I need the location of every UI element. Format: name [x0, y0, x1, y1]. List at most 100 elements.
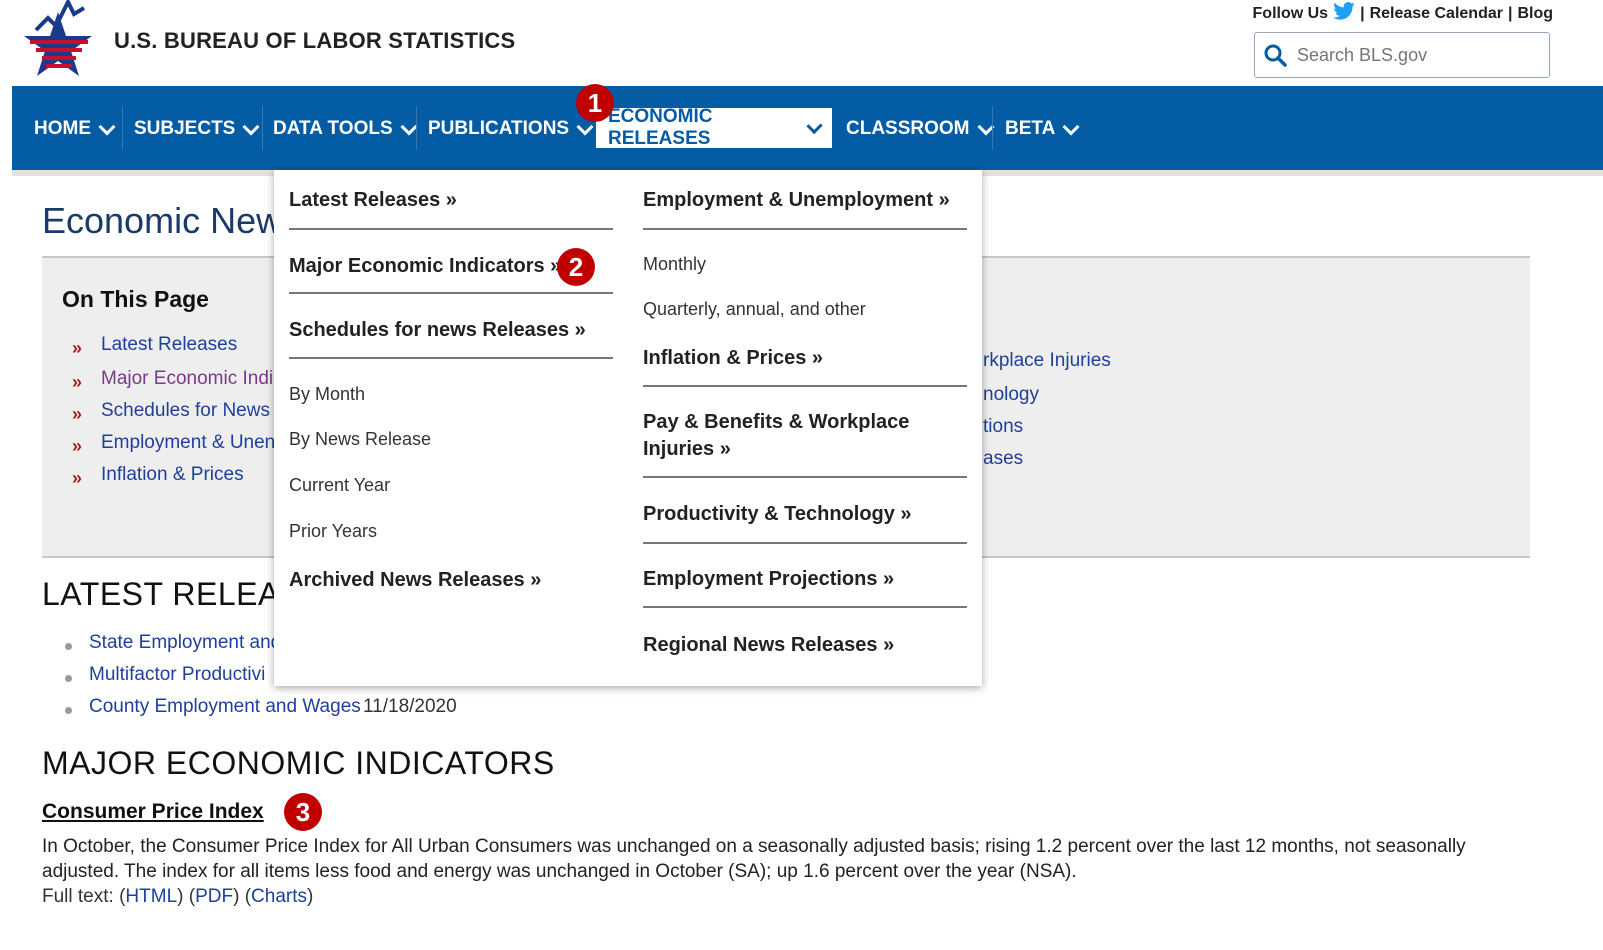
nav-label: CLASSROOM — [846, 118, 970, 139]
paren: ) — [177, 886, 184, 907]
release-link[interactable]: County Employment and Wages — [89, 696, 361, 717]
release-link[interactable]: State Employment and — [89, 632, 282, 653]
on-this-page-title: On This Page — [62, 286, 209, 312]
major-indicators-heading: MAJOR ECONOMIC INDICATORS — [42, 745, 555, 781]
nav-divider — [416, 106, 417, 150]
annotation-badge-2: 2 — [557, 248, 595, 286]
nav-classroom[interactable]: CLASSROOM — [846, 118, 994, 140]
toc-latest-releases[interactable]: Latest Releases — [101, 334, 238, 355]
twitter-icon[interactable] — [1333, 2, 1355, 25]
toc-projections[interactable]: tions — [983, 416, 1024, 437]
page-title: Economic New — [42, 200, 283, 241]
raquo-icon: » — [72, 404, 83, 424]
cpi-title-link[interactable]: Consumer Price Index — [42, 800, 264, 823]
nav-beta[interactable]: BETA — [1005, 118, 1080, 140]
divider — [643, 228, 967, 230]
divider — [289, 357, 613, 359]
nav-label: SUBJECTS — [134, 118, 236, 139]
nav-data-tools[interactable]: DATA TOOLS — [273, 118, 418, 140]
full-text-links: Full text: (HTML) (PDF) (Charts) — [42, 886, 313, 908]
toc-technology[interactable]: nology — [983, 384, 1039, 405]
menu-schedules[interactable]: Schedules for news Releases » — [289, 319, 586, 341]
nav-divider — [262, 106, 263, 150]
annotation-badge-3: 3 — [284, 793, 322, 831]
cpi-description: In October, the Consumer Price Index for… — [42, 836, 1466, 882]
raquo-icon: » — [72, 436, 83, 456]
paren: ) — [233, 886, 240, 907]
annotation-badge-1: 1 — [576, 84, 614, 122]
chevron-down-icon — [806, 117, 823, 134]
list-bullet — [65, 675, 72, 682]
nav-label: DATA TOOLS — [273, 118, 393, 139]
search-icon[interactable] — [1255, 43, 1295, 67]
menu-inflation-prices[interactable]: Inflation & Prices » — [643, 347, 824, 369]
nav-divider — [122, 106, 123, 150]
toc-employment[interactable]: Employment & Unen — [101, 432, 276, 453]
nav-label: ECONOMIC RELEASES — [608, 106, 713, 149]
divider — [643, 385, 967, 387]
toc-workplace-injuries[interactable]: rkplace Injuries — [983, 350, 1111, 371]
menu-current-year[interactable]: Current Year — [289, 475, 391, 495]
toc-regional-releases[interactable]: ases — [983, 448, 1024, 469]
nav-label: PUBLICATIONS — [428, 118, 570, 139]
raquo-icon: » — [72, 338, 83, 358]
main-nav: HOME SUBJECTS DATA TOOLS PUBLICATIONS EC… — [12, 86, 1603, 170]
blog-link[interactable]: Blog — [1517, 4, 1553, 22]
menu-regional-news-releases[interactable]: Regional News Releases » — [643, 634, 895, 656]
html-link[interactable]: HTML — [125, 886, 178, 907]
menu-prior-years[interactable]: Prior Years — [289, 521, 378, 541]
site-title[interactable]: U.S. BUREAU OF LABOR STATISTICS — [114, 28, 516, 53]
nav-label: BETA — [1005, 118, 1056, 139]
search-input[interactable] — [1295, 43, 1529, 67]
bls-logo[interactable] — [22, 0, 94, 80]
divider: | — [1507, 4, 1513, 22]
nav-subjects[interactable]: SUBJECTS — [134, 118, 260, 140]
list-bullet — [65, 643, 72, 650]
release-calendar-link[interactable]: Release Calendar — [1369, 4, 1503, 22]
paren: ( — [119, 886, 126, 907]
nav-publications[interactable]: PUBLICATIONS — [428, 118, 594, 140]
divider — [643, 606, 967, 608]
menu-monthly[interactable]: Monthly — [643, 254, 707, 274]
menu-employment-projections[interactable]: Employment Projections » — [643, 568, 895, 590]
toc-major-economic-indicators[interactable]: Major Economic Indi — [101, 368, 274, 389]
menu-employment-unemployment[interactable]: Employment & Unemployment » — [643, 189, 950, 211]
raquo-icon: » — [72, 468, 83, 488]
top-links: Follow Us | Release Calendar | Blog — [1253, 2, 1553, 25]
raquo-icon: » — [72, 372, 83, 392]
list-bullet — [65, 707, 72, 714]
menu-pay-benefits-line1: Pay & Benefits & Workplace — [643, 411, 910, 433]
chevron-down-icon — [1062, 118, 1080, 135]
chevron-down-icon — [400, 118, 418, 135]
menu-latest-releases[interactable]: Latest Releases » — [289, 189, 457, 211]
release-link[interactable]: Multifactor Productivi — [89, 664, 266, 685]
nav-home[interactable]: HOME — [34, 118, 116, 140]
divider: | — [1360, 4, 1365, 22]
follow-us-link[interactable]: Follow Us — [1252, 4, 1329, 22]
menu-quarterly-annual[interactable]: Quarterly, annual, and other — [643, 299, 866, 319]
economic-releases-dropdown: Latest Releases » Major Economic Indicat… — [274, 170, 982, 686]
release-date: 11/18/2020 — [363, 696, 457, 717]
toc-schedules[interactable]: Schedules for News I — [101, 400, 281, 421]
menu-archived[interactable]: Archived News Releases » — [289, 569, 542, 591]
charts-link[interactable]: Charts — [251, 886, 307, 907]
chevron-down-icon — [242, 118, 260, 135]
pdf-link[interactable]: PDF — [195, 886, 234, 907]
paren: ( — [244, 886, 252, 907]
menu-pay-benefits[interactable]: Pay & Benefits & Workplace Injuries » — [643, 411, 909, 461]
latest-releases-heading: LATEST RELEA — [42, 576, 280, 612]
menu-pay-benefits-line2: Injuries » — [643, 438, 731, 460]
full-text-label: Full text: — [42, 886, 114, 907]
menu-by-month[interactable]: By Month — [289, 384, 366, 404]
nav-economic-releases[interactable]: ECONOMIC RELEASES — [596, 106, 832, 149]
search-box[interactable] — [1254, 32, 1550, 78]
menu-by-news-release[interactable]: By News Release — [289, 429, 432, 449]
nav-divider — [992, 106, 993, 150]
chevron-down-icon — [98, 118, 116, 135]
menu-productivity-technology[interactable]: Productivity & Technology » — [643, 503, 912, 525]
divider — [643, 476, 967, 478]
divider — [643, 542, 967, 544]
menu-major-economic-indicators[interactable]: Major Economic Indicators » — [289, 255, 562, 277]
toc-inflation[interactable]: Inflation & Prices — [101, 464, 244, 485]
paren: ) — [307, 886, 314, 907]
